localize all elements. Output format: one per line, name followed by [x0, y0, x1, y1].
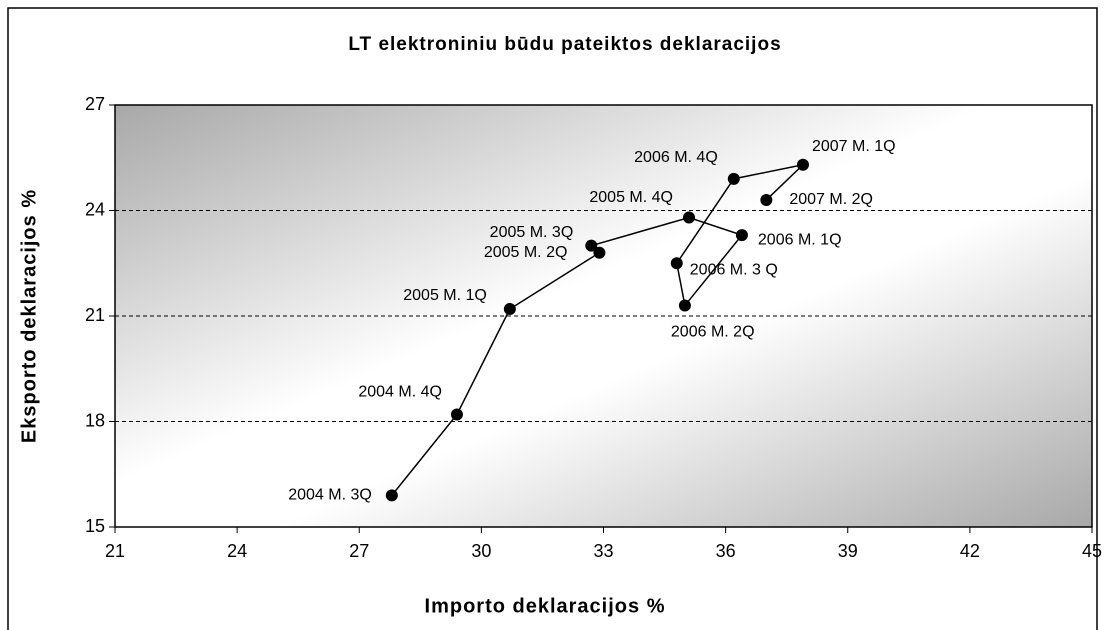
data-point — [585, 239, 598, 252]
x-tick-label: 27 — [349, 541, 369, 561]
data-point — [450, 408, 463, 421]
data-point — [385, 489, 398, 502]
x-tick-label: 39 — [838, 541, 858, 561]
y-tick-label: 18 — [85, 410, 105, 430]
point-label: 2005 M. 4Q — [589, 189, 673, 206]
data-point — [593, 246, 606, 259]
point-label: 2004 M. 3Q — [288, 487, 372, 504]
x-tick-label: 33 — [593, 541, 613, 561]
data-point — [682, 211, 695, 224]
data-point — [727, 172, 740, 185]
data-point — [796, 158, 809, 171]
x-tick-label: 36 — [716, 541, 736, 561]
point-label: 2007 M. 1Q — [812, 138, 896, 155]
point-label: 2006 M. 2Q — [671, 324, 755, 341]
data-point — [670, 257, 683, 270]
point-label: 2005 M. 3Q — [490, 224, 574, 241]
data-point — [735, 229, 748, 242]
point-label: 2006 M. 3 Q — [690, 261, 778, 278]
y-tick-label: 15 — [85, 516, 105, 536]
x-tick-label: 45 — [1082, 541, 1102, 561]
y-tick-label: 21 — [85, 305, 105, 325]
data-point — [678, 299, 691, 312]
data-point — [503, 302, 516, 315]
point-label: 2006 M. 4Q — [634, 149, 718, 166]
data-point — [760, 193, 773, 206]
point-label: 2005 M. 2Q — [484, 244, 568, 261]
x-tick-label: 42 — [960, 541, 980, 561]
point-label: 2006 M. 1Q — [758, 231, 842, 248]
x-tick-label: 24 — [227, 541, 247, 561]
plot-area — [114, 104, 1093, 528]
x-tick-label: 21 — [105, 541, 125, 561]
point-label: 2005 M. 1Q — [403, 287, 487, 304]
data-line — [391, 163, 806, 496]
x-tick-label: 30 — [471, 541, 491, 561]
x-axis-label: Importo deklaracijos % — [425, 595, 666, 617]
y-axis-label: Eksporto deklaracijos % — [18, 189, 40, 443]
chart-title: LT elektroniniu būdu pateiktos deklaraci… — [348, 34, 781, 55]
y-tick-label: 27 — [85, 94, 105, 114]
point-label: 2007 M. 2Q — [789, 191, 873, 208]
y-tick-label: 24 — [85, 199, 105, 219]
point-label: 2004 M. 4Q — [358, 384, 442, 401]
